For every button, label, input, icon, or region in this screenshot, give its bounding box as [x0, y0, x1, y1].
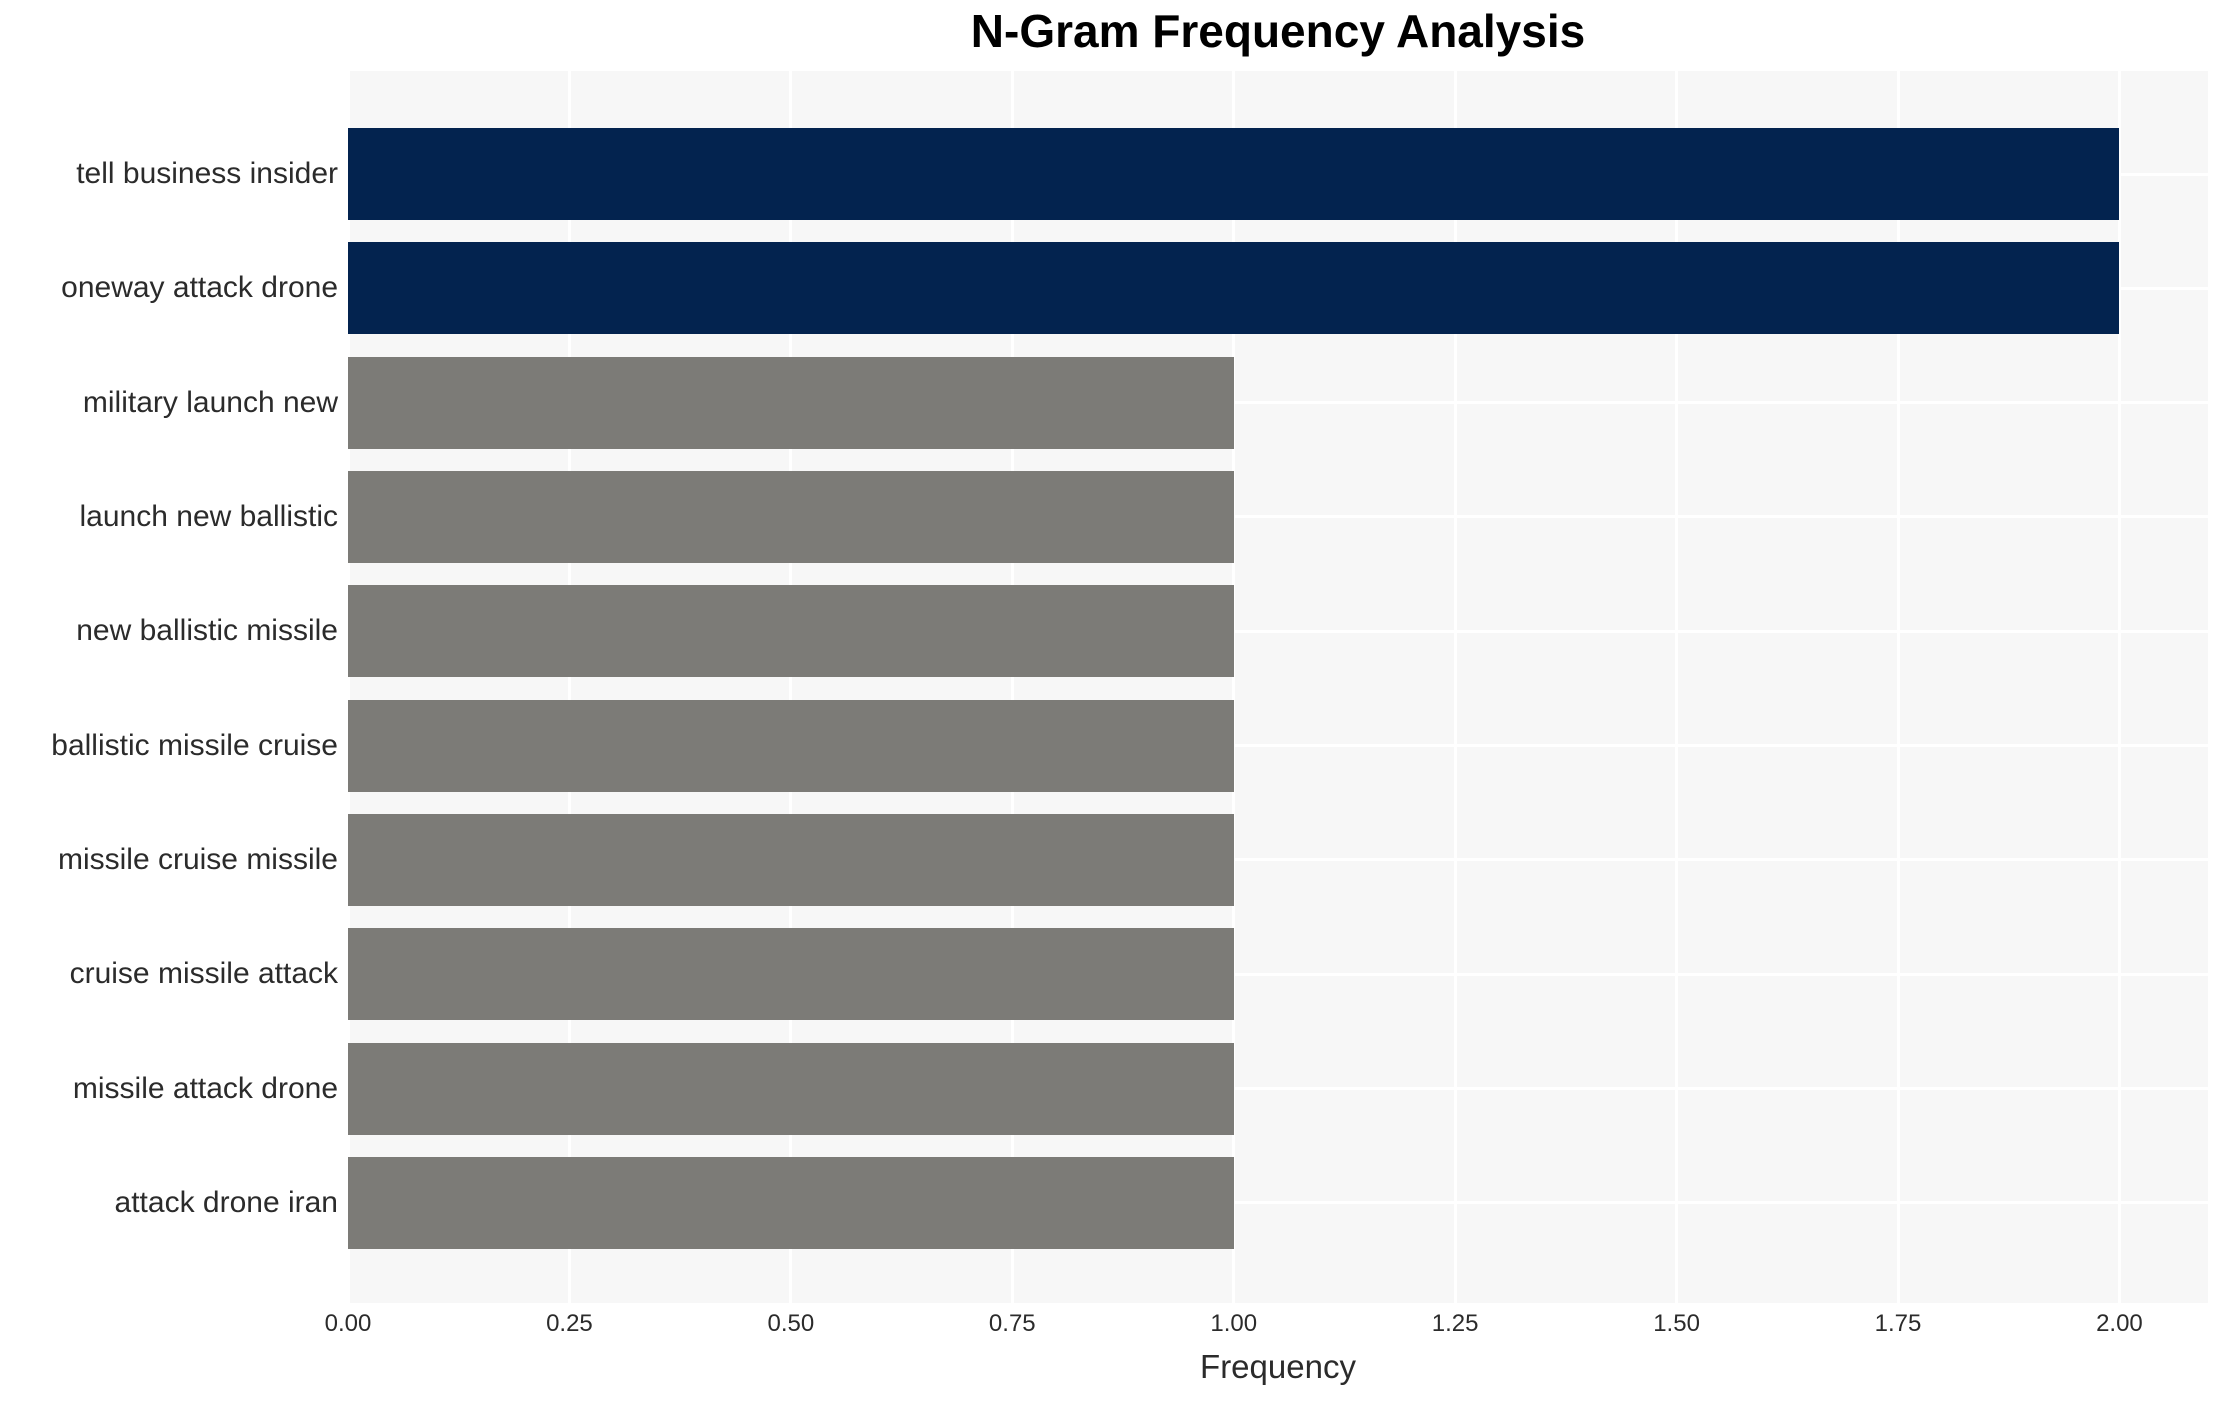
x-tick-label: 1.75	[1874, 1310, 1922, 1337]
x-tick-label: 0.00	[324, 1310, 372, 1337]
horizontal-gridline	[348, 1201, 2208, 1205]
horizontal-gridline	[348, 401, 2208, 405]
horizontal-gridline	[348, 515, 2208, 519]
y-tick-label: cruise missile attack	[69, 957, 338, 991]
bar-tell-business-insider	[348, 128, 2120, 220]
y-tick-label: missile cruise missile	[57, 842, 338, 876]
horizontal-gridline	[348, 972, 2208, 976]
bar-military-launch-new	[348, 356, 1234, 449]
vertical-gridline-1.25	[1453, 71, 1457, 1303]
bar-launch-new-ballistic	[348, 470, 1234, 563]
y-axis-labels: tell business insider oneway attack drone…	[0, 71, 338, 1303]
vertical-gridline-2.00	[2117, 71, 2121, 1303]
y-tick-label: launch new ballistic	[79, 499, 338, 533]
x-tick-label: 0.50	[767, 1310, 815, 1337]
bar-missile-attack-drone	[348, 1042, 1234, 1135]
vertical-gridline-0.25	[567, 71, 571, 1303]
x-axis-tick-labels: 0.00 0.25 0.50 0.75 1.00 1.25 1.50 1.75 2.00	[325, 1310, 2208, 1344]
vertical-gridline-0.50	[789, 71, 793, 1303]
y-tick-label: oneway attack drone	[61, 271, 338, 305]
y-tick-label: new ballistic missile	[76, 614, 338, 648]
x-tick-label: 0.25	[546, 1310, 593, 1337]
x-tick-label: 2.00	[2096, 1310, 2143, 1337]
bar-missile-cruise-missile	[348, 813, 1234, 906]
vertical-gridline-1.75	[1896, 71, 1900, 1303]
vertical-gridline-0.00	[346, 71, 350, 1303]
bar-ballistic-missile-cruise	[348, 699, 1234, 792]
plot-area	[346, 71, 2208, 1303]
x-tick-label: 0.75	[988, 1310, 1036, 1337]
vertical-gridline-1.50	[1675, 71, 1679, 1303]
x-tick-label: 1.25	[1431, 1310, 1479, 1337]
y-tick-label: military launch new	[82, 385, 338, 419]
y-tick-label: missile attack drone	[72, 1071, 338, 1105]
horizontal-gridline	[348, 629, 2208, 633]
chart-title: N-Gram Frequency Analysis	[970, 5, 1586, 57]
horizontal-gridline	[348, 858, 2208, 862]
y-tick-label: tell business insider	[76, 157, 338, 190]
bar-cruise-missile-attack	[348, 928, 1234, 1021]
bar-attack-drone-iran	[348, 1156, 1234, 1249]
x-tick-label: 1.00	[1210, 1310, 1258, 1337]
bar-oneway-attack-drone	[348, 242, 2120, 335]
x-tick-label: 1.50	[1653, 1310, 1700, 1337]
vertical-gridline-1.00	[1232, 71, 1236, 1303]
y-tick-label: ballistic missile cruise	[51, 728, 338, 762]
bar-new-ballistic-missile	[348, 585, 1234, 678]
horizontal-gridline	[348, 1087, 2208, 1091]
horizontal-gridline	[348, 744, 2208, 748]
vertical-gridline-0.75	[1010, 71, 1014, 1303]
y-tick-label: attack drone iran	[114, 1185, 338, 1219]
x-axis-label: Frequency	[1200, 1348, 1356, 1385]
